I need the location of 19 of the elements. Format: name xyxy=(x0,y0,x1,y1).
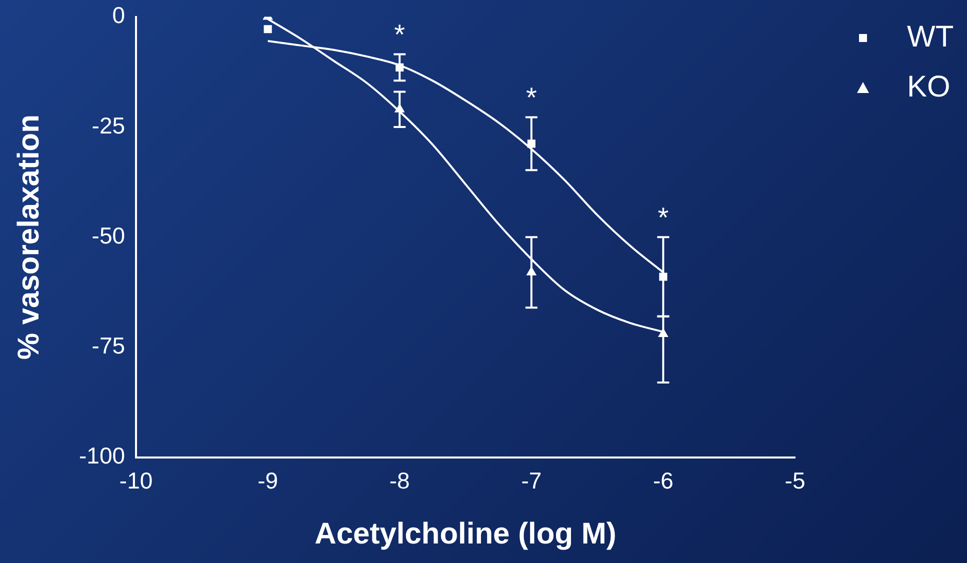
x-axis-title: Acetylcholine (log M) xyxy=(314,517,616,550)
x-tick-label: -10 xyxy=(119,468,153,494)
x-tick-label: -9 xyxy=(258,468,278,494)
y-tick-label: 0 xyxy=(112,2,126,28)
legend-label: WT xyxy=(907,20,954,54)
point xyxy=(264,25,272,34)
y-tick-label: -100 xyxy=(78,442,126,469)
annotation: * xyxy=(658,202,669,233)
y-tick-label: -25 xyxy=(92,112,126,138)
x-tick-label: -6 xyxy=(652,468,674,494)
x-tick-label: -7 xyxy=(521,468,542,494)
annotation: * xyxy=(394,18,406,50)
x-tick-label: -8 xyxy=(389,468,410,494)
y-tick-label: -50 xyxy=(92,222,126,248)
x-tick-label: -5 xyxy=(784,468,806,494)
annotation: * xyxy=(526,82,537,113)
y-axis-title: % vasorelaxation xyxy=(12,114,46,360)
legend-label: KO xyxy=(907,70,950,104)
y-tick-label: -75 xyxy=(92,332,126,359)
